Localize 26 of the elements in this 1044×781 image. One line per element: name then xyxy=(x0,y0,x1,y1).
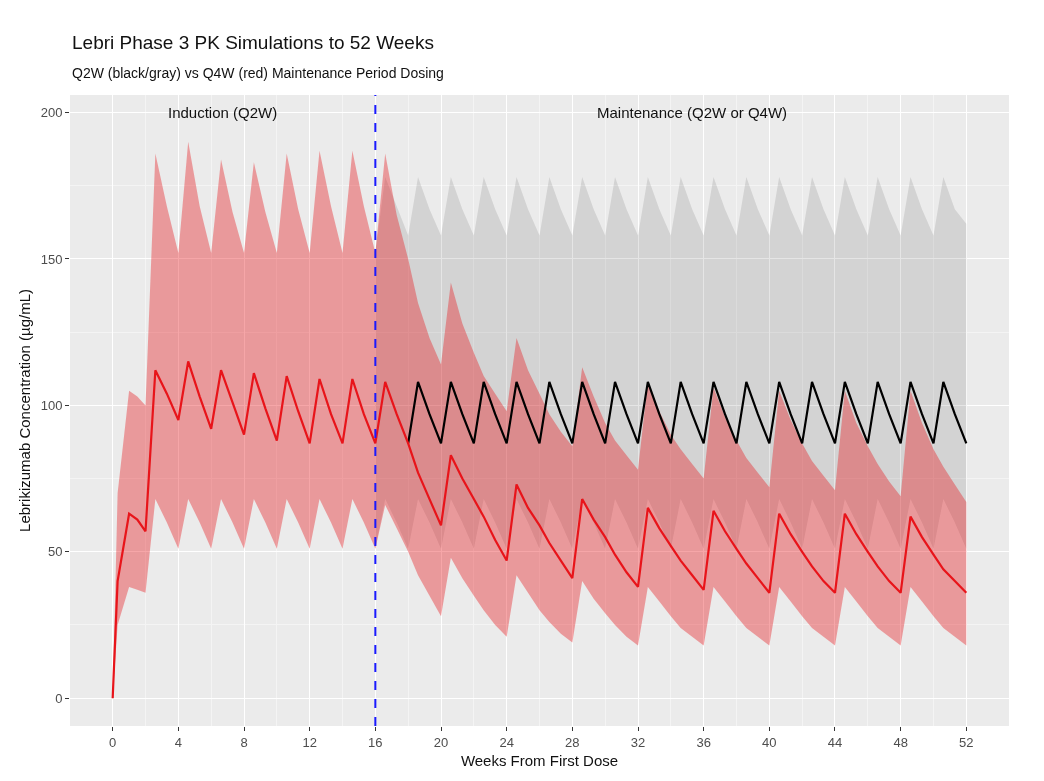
x-tick-label: 40 xyxy=(762,734,777,750)
annotation: Maintenance (Q2W or Q4W) xyxy=(597,104,788,121)
chart-subtitle: Q2W (black/gray) vs Q4W (red) Maintenance Period Dosing xyxy=(72,65,444,81)
y-tick-label: 150 xyxy=(40,251,63,267)
x-tick-label: 32 xyxy=(630,734,646,750)
x-axis-title: Weeks From First Dose xyxy=(460,751,619,769)
x-tick-label: 12 xyxy=(302,734,317,750)
x-tick-label: 36 xyxy=(696,734,711,750)
x-tick-label: 4 xyxy=(174,734,182,750)
x-tick-label: 20 xyxy=(433,734,449,750)
y-tick-label: 100 xyxy=(40,397,63,413)
y-tick-label: 50 xyxy=(47,544,63,560)
x-tick-label: 52 xyxy=(959,734,974,750)
chart-title: Lebri Phase 3 PK Simulations to 52 Weeks xyxy=(72,32,434,53)
x-tick-label: 24 xyxy=(499,734,514,750)
x-tick-label: 48 xyxy=(893,734,908,750)
line-series xyxy=(111,360,968,700)
x-tick-label: 44 xyxy=(827,734,843,750)
x-tick-label: 8 xyxy=(240,734,248,750)
y-axis-title: Lebrikizumab Concentration (µg/mL) xyxy=(15,289,33,532)
x-tick-label: 0 xyxy=(109,734,117,750)
y-tick-label: 0 xyxy=(55,690,63,706)
annotation: Induction (Q2W) xyxy=(168,104,278,121)
y-tick-label: 200 xyxy=(40,105,63,121)
x-tick-label: 28 xyxy=(565,734,580,750)
x-tick-label: 16 xyxy=(368,734,383,750)
